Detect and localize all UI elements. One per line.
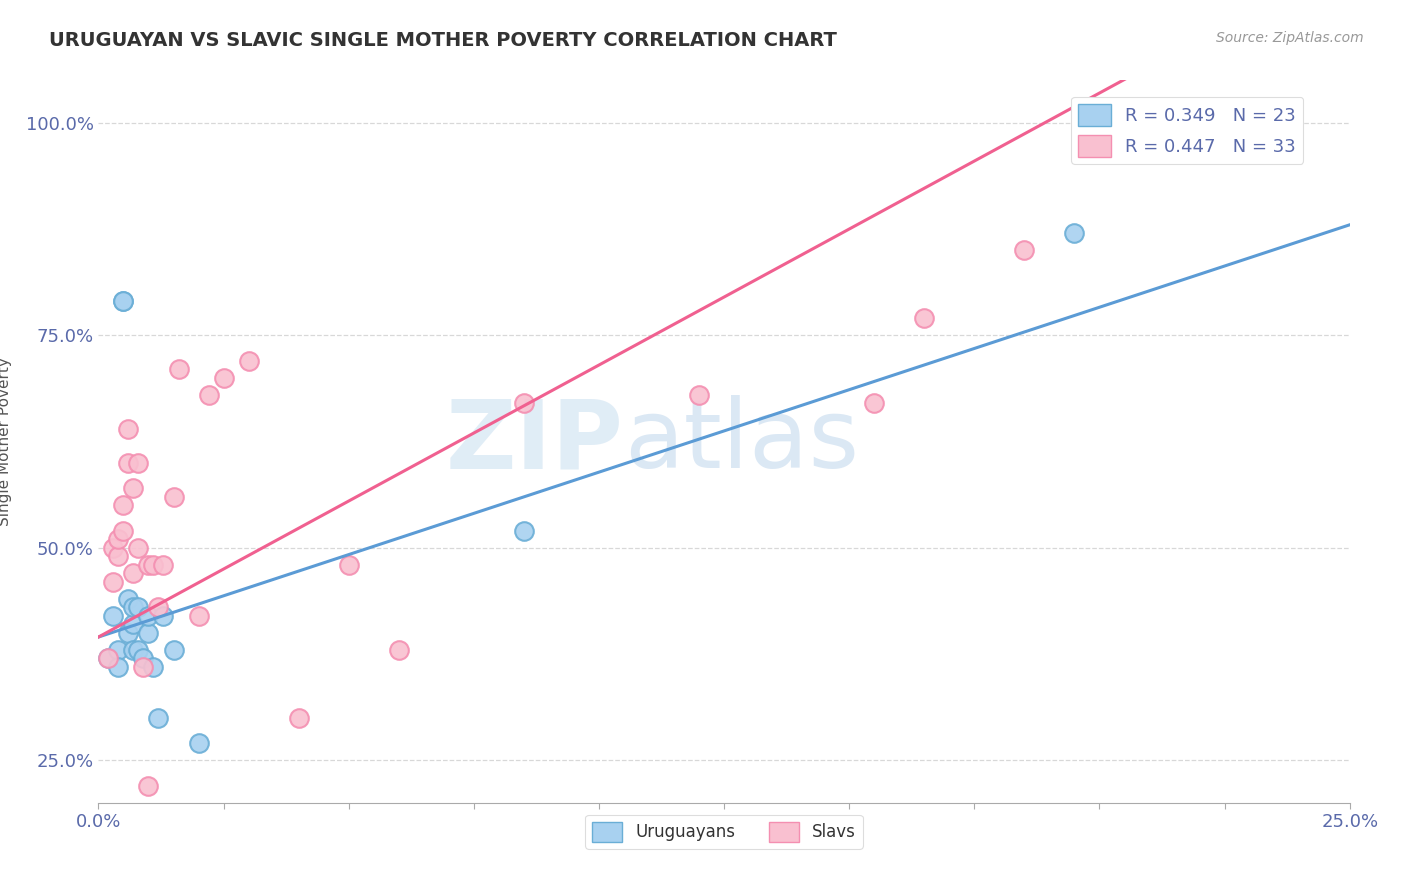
Point [122,642,145,657]
Point [112,294,135,309]
Point [688,388,710,402]
Point [513,524,536,538]
Point [103,608,125,623]
Point [122,617,145,632]
Point [1063,227,1085,241]
Text: URUGUAYAN VS SLAVIC SINGLE MOTHER POVERTY CORRELATION CHART: URUGUAYAN VS SLAVIC SINGLE MOTHER POVERT… [49,31,837,50]
Point [122,481,145,495]
Point [167,362,190,376]
Point [103,574,125,589]
Text: atlas: atlas [624,395,859,488]
Point [107,549,129,564]
Point [138,558,160,572]
Point [238,353,260,368]
Point [127,600,149,615]
Point [148,711,170,725]
Point [117,422,139,436]
Text: ZIP: ZIP [446,395,624,488]
Point [107,642,129,657]
Point [912,311,935,326]
Point [337,558,360,572]
Point [127,642,149,657]
Point [122,566,145,581]
Point [97,651,120,665]
Point [107,660,129,674]
Y-axis label: Single Mother Poverty: Single Mother Poverty [0,357,11,526]
Point [138,625,160,640]
Text: Source: ZipAtlas.com: Source: ZipAtlas.com [1216,31,1364,45]
Point [103,541,125,555]
Point [388,642,411,657]
Point [97,651,120,665]
Point [117,625,139,640]
Point [287,711,309,725]
Point [117,456,139,470]
Point [132,651,155,665]
Point [197,388,219,402]
Point [122,600,145,615]
Point [152,608,174,623]
Point [107,533,129,547]
Point [148,600,170,615]
Point [1014,244,1036,258]
Point [863,396,886,410]
Point [212,371,235,385]
Legend: Uruguayans, Slavs: Uruguayans, Slavs [585,815,863,848]
Point [112,524,135,538]
Point [138,779,160,793]
Point [138,608,160,623]
Point [112,294,135,309]
Point [152,558,174,572]
Point [513,396,536,410]
Point [142,660,165,674]
Point [127,541,149,555]
Point [142,558,165,572]
Point [132,660,155,674]
Point [162,490,184,504]
Point [162,642,184,657]
Point [112,498,135,512]
Point [187,736,209,750]
Point [117,591,139,606]
Point [127,456,149,470]
Point [187,608,209,623]
